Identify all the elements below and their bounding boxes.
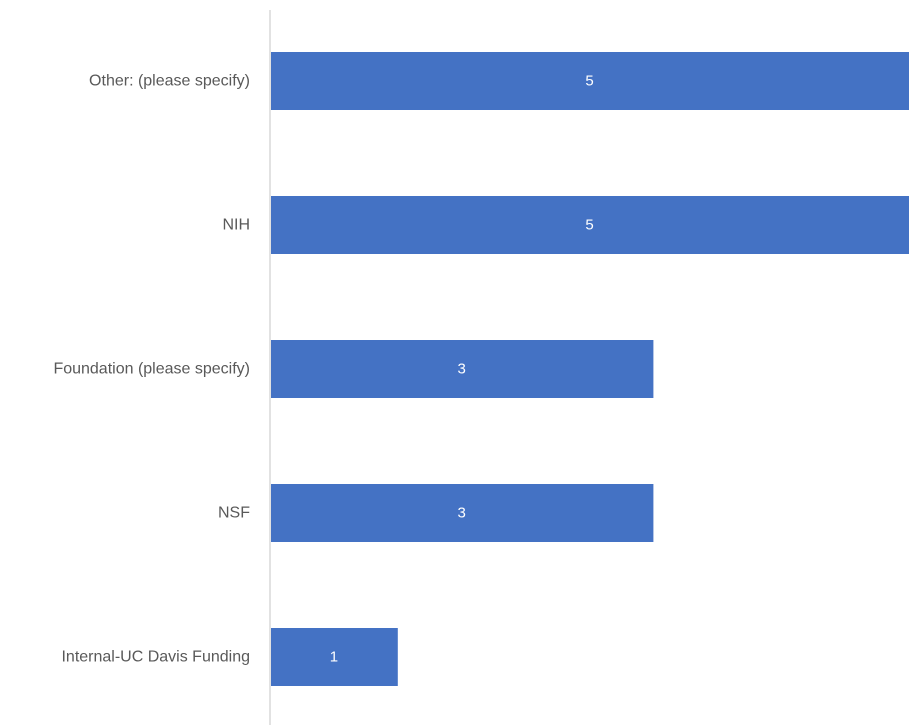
bar-0 [271,52,909,110]
category-label-2: Foundation (please specify) [53,361,250,378]
bar-4 [271,628,398,686]
category-label-4: Internal-UC Davis Funding [61,649,250,666]
data-label-1: 5 [585,217,593,234]
bar-3 [271,484,654,542]
bars-layer [271,52,909,686]
data-label-4: 1 [330,649,338,666]
data-label-0: 5 [585,73,593,90]
bar-1 [271,196,909,254]
bar-2 [271,340,654,398]
category-label-1: NIH [222,217,250,234]
labels-layer: 5 Other: (please specify) 5 NIH 3 Foundation … [53,73,593,666]
category-label-3: NSF [218,505,250,522]
category-label-0: Other: (please specify) [89,73,250,90]
data-label-3: 3 [458,505,466,522]
data-label-2: 3 [458,361,466,378]
